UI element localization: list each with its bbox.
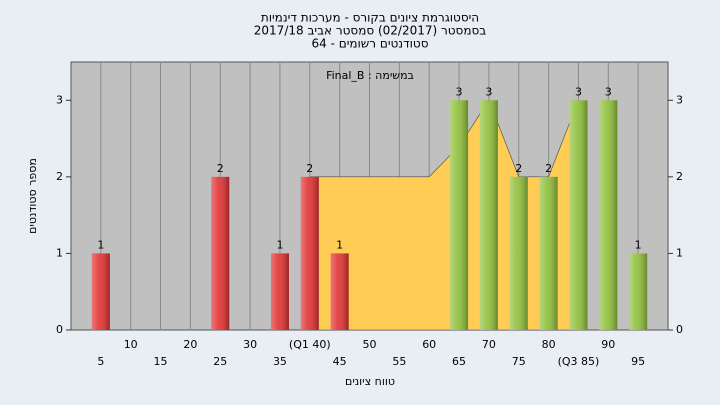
y-tick-label: 0 bbox=[56, 323, 63, 336]
x-tick-label: 95 bbox=[631, 355, 645, 368]
x-tick-label: 5 bbox=[97, 355, 104, 368]
data-label: 3 bbox=[485, 85, 492, 98]
bar-shade bbox=[629, 253, 648, 330]
x-tick-label: (Q1 40) bbox=[289, 338, 331, 351]
y-tick-label: 0 bbox=[676, 323, 683, 336]
y-tick-label: 1 bbox=[56, 246, 63, 259]
chart-subtitle: סטודנטים רשומים - 64 bbox=[311, 37, 428, 51]
bar-shade bbox=[270, 253, 289, 330]
x-tick-label: 75 bbox=[512, 355, 526, 368]
x-tick-label: 35 bbox=[273, 355, 287, 368]
y-tick-label: 1 bbox=[676, 246, 683, 259]
x-tick-label: 65 bbox=[452, 355, 466, 368]
data-label: 3 bbox=[456, 85, 463, 98]
y-tick-label: 2 bbox=[676, 170, 683, 183]
bar-shade bbox=[599, 100, 618, 331]
x-tick-label: 20 bbox=[183, 338, 197, 351]
data-label: 3 bbox=[605, 85, 612, 98]
x-tick-label: 15 bbox=[154, 355, 168, 368]
data-label: 2 bbox=[217, 162, 224, 175]
bar-shade bbox=[569, 100, 588, 331]
x-axis-label: טווח ציונים bbox=[345, 375, 395, 388]
x-tick-label: 30 bbox=[243, 338, 257, 351]
data-label: 1 bbox=[97, 238, 104, 251]
data-label: 3 bbox=[575, 85, 582, 98]
x-tick-label: 80 bbox=[542, 338, 556, 351]
bar-shade bbox=[509, 176, 528, 330]
bar-shade bbox=[91, 253, 110, 330]
bar-shade bbox=[539, 176, 558, 330]
chart-title: היסטוגרמת ציונים בקורס - מערכות דינמיות bbox=[261, 11, 479, 25]
data-label: 2 bbox=[545, 162, 552, 175]
annotation: Final_B : במשימה bbox=[326, 69, 414, 82]
x-tick-label: 90 bbox=[601, 338, 615, 351]
y-tick-label: 2 bbox=[56, 170, 63, 183]
bar-shade bbox=[450, 100, 469, 331]
chart-subtitle: בסמסטר (02/2017) סמסטר אביב 2017/18 bbox=[254, 24, 486, 38]
data-label: 1 bbox=[276, 238, 283, 251]
bar-shade bbox=[300, 176, 319, 330]
x-tick-label: 70 bbox=[482, 338, 496, 351]
x-tick-label: 10 bbox=[124, 338, 138, 351]
bar-shade bbox=[330, 253, 349, 330]
data-label: 2 bbox=[306, 162, 313, 175]
x-tick-label: 60 bbox=[422, 338, 436, 351]
data-label: 1 bbox=[635, 238, 642, 251]
x-tick-label: 25 bbox=[213, 355, 227, 368]
x-tick-label: 50 bbox=[363, 338, 377, 351]
y-tick-label: 3 bbox=[56, 93, 63, 106]
x-tick-label: (Q3 85) bbox=[558, 355, 600, 368]
y-tick-label: 3 bbox=[676, 93, 683, 106]
bar-shade bbox=[211, 176, 230, 330]
x-tick-label: 55 bbox=[392, 355, 406, 368]
x-tick-label: 45 bbox=[333, 355, 347, 368]
data-label: 2 bbox=[515, 162, 522, 175]
bar-shade bbox=[479, 100, 498, 331]
y-axis-label: מספר סטודנטים bbox=[26, 158, 39, 234]
data-label: 1 bbox=[336, 238, 343, 251]
